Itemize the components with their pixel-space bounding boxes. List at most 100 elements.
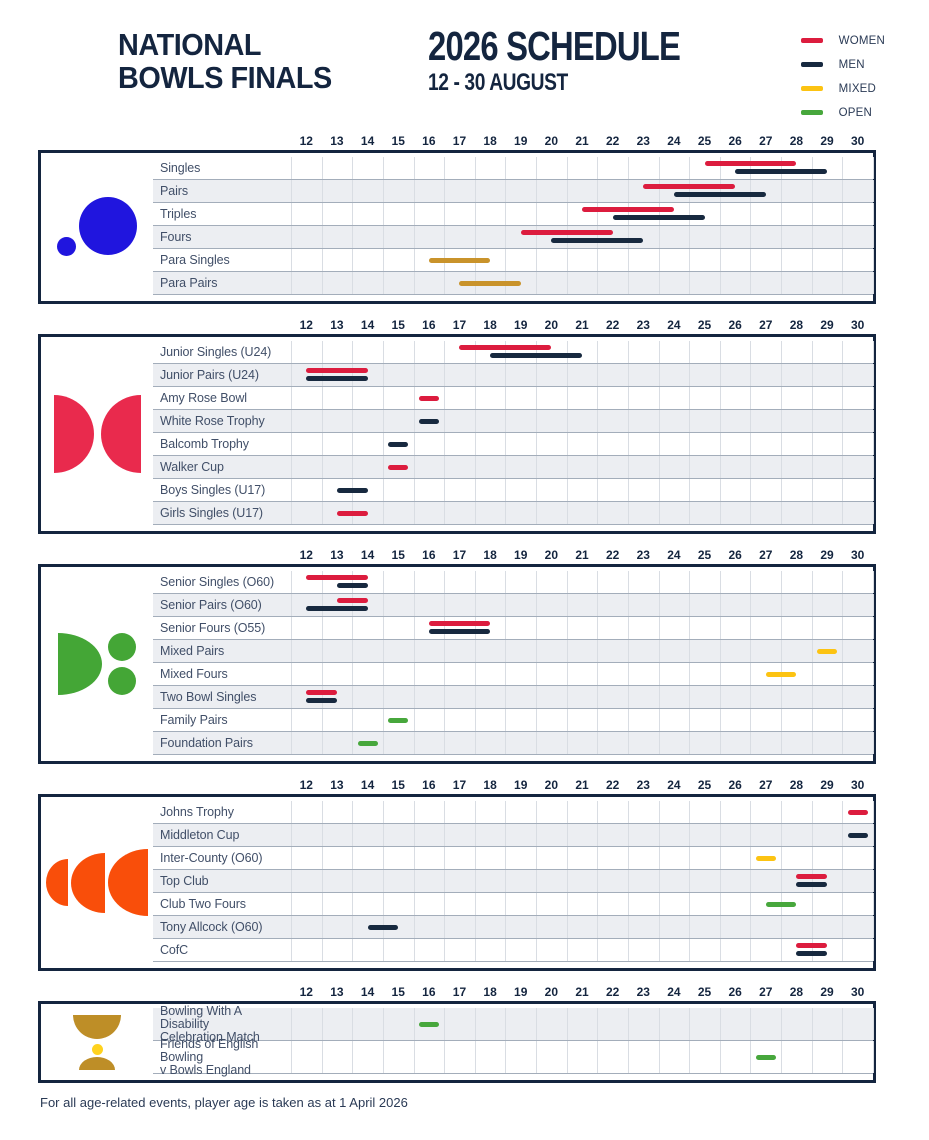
event-grid — [291, 709, 874, 731]
gridline — [536, 1041, 538, 1073]
gridline — [781, 847, 783, 869]
gridline — [505, 456, 507, 478]
gridline — [382, 341, 384, 363]
event-grid — [291, 479, 874, 501]
schedule-section: 12 13 14 15 16 17 18 19 20 21 22 23 24 25 26 27 28 29 30 Si… — [38, 130, 876, 304]
large-crescent-shape — [108, 849, 148, 916]
gridline — [689, 824, 691, 846]
date-label: 14 — [360, 778, 375, 792]
gantt-bar-women — [582, 207, 674, 212]
gridline — [842, 916, 844, 938]
date-label: 29 — [820, 134, 834, 148]
gridline — [352, 226, 354, 248]
gridline — [842, 272, 844, 294]
date-label: 21 — [575, 778, 589, 792]
date-label: 28 — [789, 548, 804, 562]
gridline — [413, 479, 415, 501]
date-label: 28 — [789, 134, 804, 148]
gridline — [413, 180, 415, 202]
gridline — [321, 479, 323, 501]
date-label: 12 — [299, 134, 313, 148]
gantt-bar-women — [428, 621, 491, 626]
gridline — [321, 1008, 323, 1040]
gridline — [413, 916, 415, 938]
gridline — [811, 226, 813, 248]
gridline — [873, 502, 874, 524]
date-label: 21 — [575, 548, 589, 562]
gridline — [627, 1008, 629, 1040]
event-label: Two Bowl Singles — [160, 689, 257, 704]
gridline — [719, 824, 721, 846]
gridline — [566, 686, 568, 708]
gridline — [474, 387, 476, 409]
gridline — [597, 571, 599, 593]
date-label: 12 — [299, 548, 313, 562]
date-label: 23 — [636, 318, 650, 332]
gridline — [627, 341, 629, 363]
gridline — [413, 824, 415, 846]
gridline — [382, 157, 384, 179]
date-label: 13 — [330, 134, 344, 148]
gridline — [781, 387, 783, 409]
gridline — [719, 410, 721, 432]
gridline — [291, 640, 292, 662]
gridline — [474, 180, 476, 202]
gridline — [689, 640, 691, 662]
gridline — [811, 617, 813, 639]
event-grid — [291, 1041, 874, 1073]
date-label: 29 — [820, 778, 834, 792]
gridline — [352, 341, 354, 363]
gridline — [689, 663, 691, 685]
date-label: 22 — [605, 318, 620, 332]
gridline — [689, 180, 691, 202]
event-grid — [291, 341, 874, 363]
gridline — [291, 1041, 292, 1073]
event-grid — [291, 663, 874, 685]
gridline — [811, 502, 813, 524]
gridline — [321, 916, 323, 938]
gridline — [566, 1008, 568, 1040]
gridline — [627, 801, 629, 823]
event-label: Middleton Cup — [160, 827, 240, 842]
gantt-bar-men — [673, 192, 766, 197]
gridline — [382, 433, 384, 455]
gridline — [413, 433, 415, 455]
gridline — [719, 341, 721, 363]
section-rows: Junior Singles (U24) Junior Pairs (U24) Am… — [153, 337, 874, 531]
date-label: 17 — [452, 985, 467, 999]
gridline — [566, 893, 568, 915]
gridline — [321, 686, 323, 708]
gridline — [474, 732, 476, 754]
gridline — [566, 226, 568, 248]
page-subtitle: 12 - 30 AUGUST — [428, 69, 568, 96]
gridline — [719, 732, 721, 754]
date-label: 16 — [422, 778, 436, 792]
gridline — [811, 870, 813, 892]
date-label: 18 — [483, 548, 497, 562]
gridline — [689, 1008, 691, 1040]
gridline — [291, 847, 292, 869]
gridline — [505, 1008, 507, 1040]
gridline — [566, 824, 568, 846]
gridline — [352, 847, 354, 869]
gridline — [536, 203, 538, 225]
gridline — [842, 364, 844, 386]
gridline — [597, 249, 599, 271]
gridline — [597, 433, 599, 455]
event-row: Boys Singles (U17) — [153, 479, 874, 502]
gridline — [413, 893, 415, 915]
event-row: Middleton Cup — [153, 824, 874, 847]
event-row: Senior Singles (O60) — [153, 571, 874, 594]
gridline — [352, 916, 354, 938]
date-label: 16 — [422, 318, 436, 332]
gridline — [474, 571, 476, 593]
gridline — [505, 893, 507, 915]
gridline — [873, 479, 874, 501]
gridline — [352, 433, 354, 455]
gridline — [658, 801, 660, 823]
gridline — [781, 502, 783, 524]
gridline — [781, 180, 783, 202]
gridline — [873, 387, 874, 409]
event-grid — [291, 916, 874, 938]
gridline — [811, 709, 813, 731]
